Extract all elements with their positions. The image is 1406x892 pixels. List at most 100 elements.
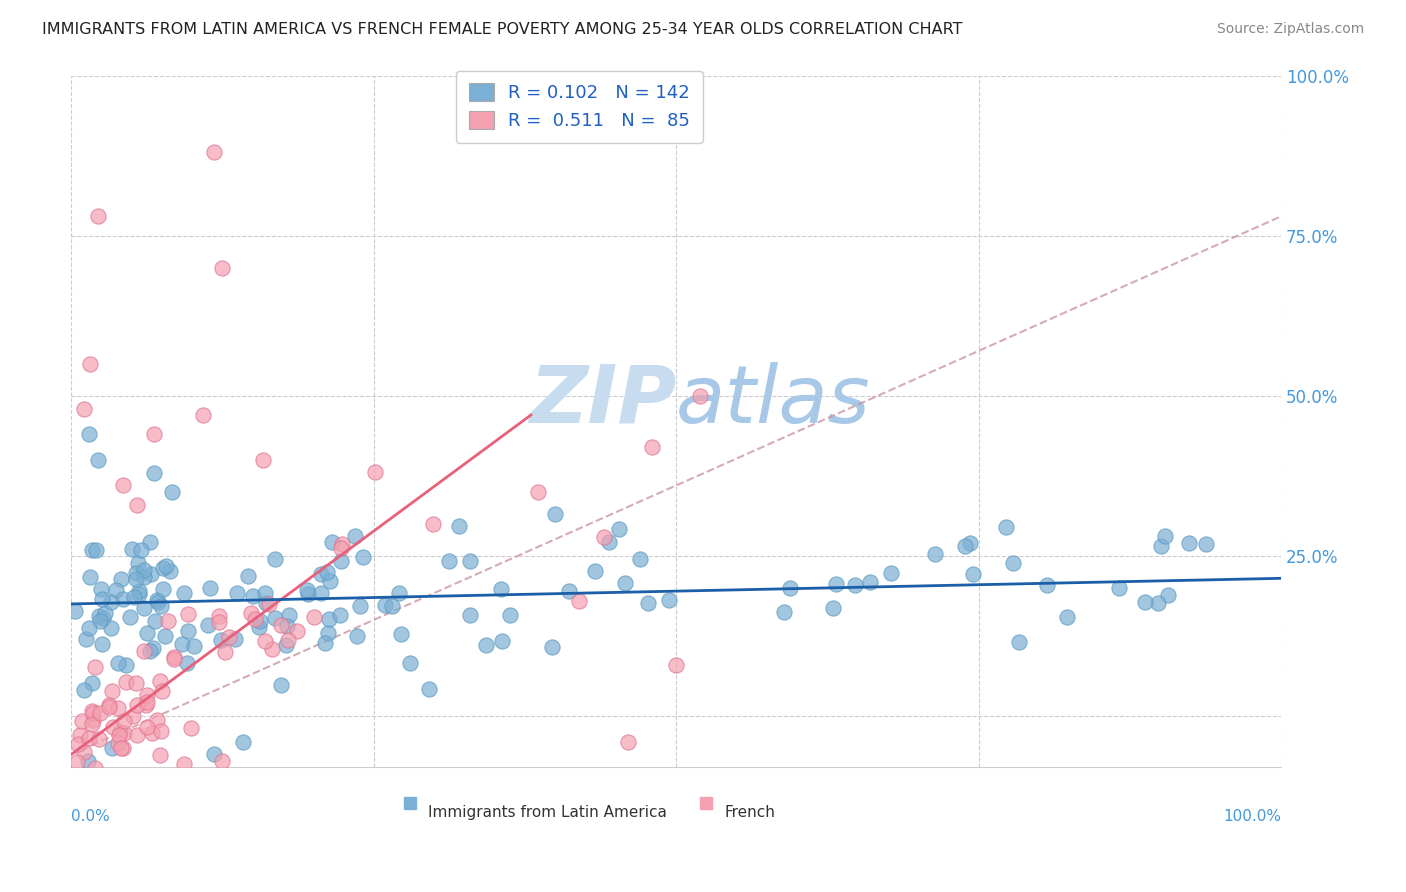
Point [114,658,136,673]
Point [318,612,340,626]
Point [389,627,412,641]
Point [285,624,308,638]
Point [84,760,107,774]
Point [127,556,149,570]
Point [108,728,131,742]
Point [110,741,132,756]
Point [143,614,166,628]
Point [277,632,299,647]
Point [149,748,172,763]
Point [138,644,160,658]
Point [994,520,1017,534]
Point [136,626,159,640]
Point [180,722,202,736]
Point [278,608,301,623]
Text: IMMIGRANTS FROM LATIN AMERICA VS FRENCH FEMALE POVERTY AMONG 25-34 YEAR OLDS COR: IMMIGRANTS FROM LATIN AMERICA VS FRENCH … [42,22,963,37]
Point [214,645,236,659]
Point [527,485,550,500]
Point [437,554,460,568]
Point [200,581,222,595]
Point [1147,596,1170,610]
Point [91,591,114,606]
Point [592,530,614,544]
Point [330,537,353,551]
Point [544,508,567,522]
Point [1056,609,1078,624]
Point [79,357,101,371]
Point [177,607,200,621]
Point [399,656,422,670]
Point [67,737,90,751]
Point [163,651,186,665]
Point [316,565,339,579]
Point [152,560,174,574]
Point [657,593,679,607]
Point [1002,556,1025,570]
Point [111,478,134,492]
Point [191,408,214,422]
Point [253,586,276,600]
Point [128,587,150,601]
Point [89,614,111,628]
Point [107,736,129,750]
Point [924,547,946,561]
Point [614,576,637,591]
Point [422,516,444,531]
Point [77,754,100,768]
Point [132,644,155,658]
Point [100,741,122,756]
Point [418,681,440,696]
Point [134,563,156,577]
Point [82,706,104,720]
Point [90,582,112,596]
Point [69,772,91,787]
Point [107,656,129,670]
Point [689,389,711,403]
Point [844,578,866,592]
Point [146,714,169,728]
Point [1150,539,1173,553]
Point [616,734,638,748]
Point [115,675,138,690]
Point [880,566,903,580]
Point [80,675,103,690]
Point [142,427,165,442]
Point [112,741,135,756]
Point [823,601,845,615]
Point [1178,536,1201,550]
Point [607,523,630,537]
Point [474,638,496,652]
Point [211,754,233,768]
Point [959,535,981,549]
Point [665,657,688,672]
Point [247,620,270,634]
Point [388,586,411,600]
Point [177,624,200,638]
Point [319,574,342,589]
Point [112,714,135,728]
Point [583,564,606,578]
Text: 100.0%: 100.0% [1223,809,1281,824]
Point [447,518,470,533]
Point [202,747,225,762]
Point [270,678,292,692]
Point [89,608,111,623]
Point [257,597,280,611]
Point [173,756,195,771]
Point [218,630,240,644]
Point [242,589,264,603]
Point [236,569,259,583]
Point [128,584,150,599]
Point [142,466,165,480]
Point [122,708,145,723]
Point [859,574,882,589]
Point [149,673,172,688]
Point [252,452,274,467]
Point [125,498,148,512]
Point [344,529,367,543]
Point [1108,581,1130,595]
Point [121,541,143,556]
Point [152,582,174,596]
Point [458,554,481,568]
Point [489,582,512,596]
